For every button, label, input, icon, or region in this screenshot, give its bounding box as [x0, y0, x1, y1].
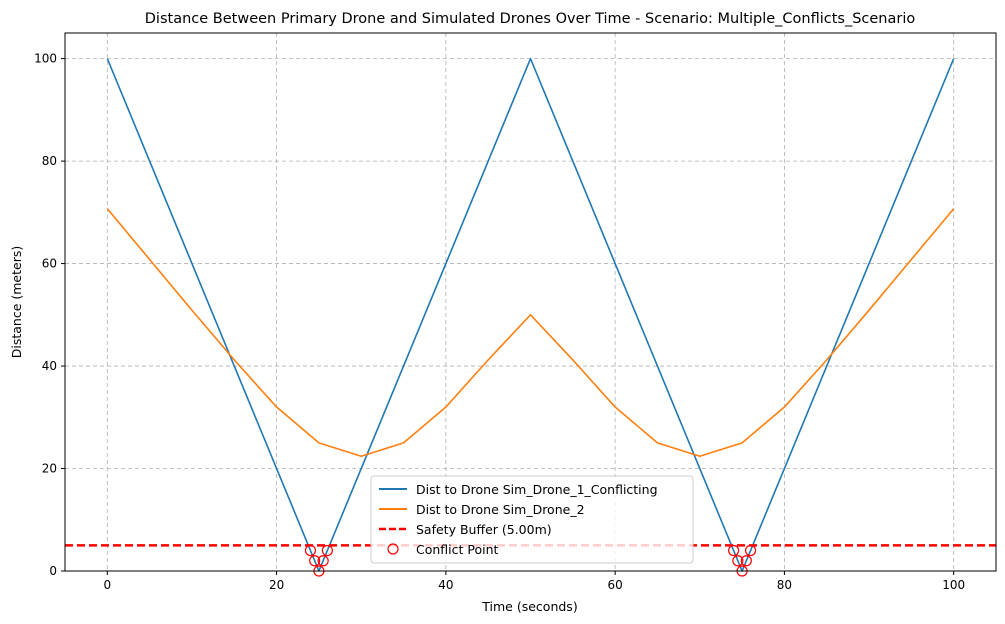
x-tick-label: 100	[942, 578, 965, 592]
x-tick-label: 60	[607, 578, 622, 592]
x-tick-label: 0	[103, 578, 111, 592]
series-line-dist-to-drone-sim-drone-2	[106, 208, 955, 458]
x-axis-title: Time (seconds)	[481, 599, 577, 614]
ticks: 0 20 40 60 80 100 0 20 40 60 80 100	[34, 52, 965, 592]
legend-label-drone-1: Dist to Drone Sim_Drone_1_Conflicting	[416, 482, 658, 497]
y-tick-label: 0	[49, 564, 57, 578]
conflict-point-marker	[744, 544, 757, 557]
plot-frame	[64, 32, 997, 572]
legend-label-conflict-point: Conflict Point	[416, 542, 499, 557]
legend: Dist to Drone Sim_Drone_1_Conflicting Di…	[370, 475, 694, 564]
x-tick-label: 40	[438, 578, 453, 592]
series-line-dist-to-drone-sim-drone-1-conflicting	[106, 57, 955, 572]
conflict-point-marker	[321, 544, 333, 557]
y-tick-label: 100	[34, 52, 57, 66]
y-tick-label: 80	[42, 154, 57, 168]
y-tick-label: 20	[42, 462, 57, 476]
y-tick-label: 40	[42, 359, 57, 373]
y-tick-label: 60	[42, 257, 57, 271]
conflict-point-marker	[304, 544, 317, 557]
chart-title: Distance Between Primary Drone and Simul…	[145, 11, 916, 27]
legend-swatch-conflict-point	[387, 543, 399, 555]
conflict-point-marker	[728, 544, 740, 557]
legend-box	[370, 475, 694, 564]
x-tick-label: 20	[269, 578, 284, 592]
conflict-point-marker	[317, 555, 329, 567]
x-tick-label: 80	[777, 578, 792, 592]
conflict-point-marker	[732, 555, 744, 567]
conflict-point-marker	[309, 555, 321, 567]
conflict-point-marker	[740, 555, 752, 567]
legend-label-safety-buffer: Safety Buffer (5.00m)	[416, 522, 552, 537]
y-axis-title: Distance (meters)	[9, 246, 24, 359]
legend-label-drone-2: Dist to Drone Sim_Drone_2	[416, 502, 585, 517]
